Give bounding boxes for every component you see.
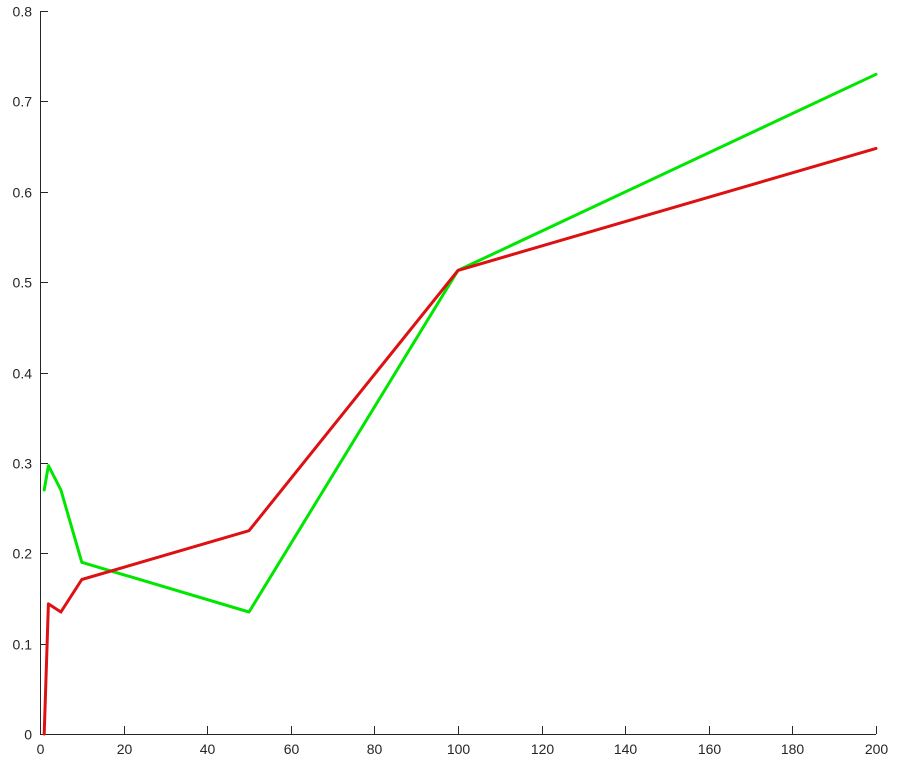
axes — [40, 11, 876, 735]
y-tick-label: 0.7 — [13, 94, 33, 110]
x-tick-label: 200 — [865, 741, 889, 757]
x-tick-label: 60 — [284, 741, 300, 757]
x-tick-label: 0 — [37, 741, 45, 757]
x-tick-label: 100 — [447, 741, 471, 757]
x-tick-label: 40 — [200, 741, 216, 757]
series-line-2 — [42, 146, 878, 736]
y-tick-label: 0.4 — [13, 366, 33, 382]
series-line-1 — [42, 72, 878, 614]
y-tick-label: 0.2 — [13, 546, 33, 562]
x-tick-label: 80 — [367, 741, 383, 757]
x-tick-label: 120 — [531, 741, 555, 757]
y-tick-label: 0.6 — [13, 185, 33, 201]
x-tick-label: 20 — [117, 741, 133, 757]
y-tick-label: 0.3 — [13, 456, 33, 472]
x-tick-label: 160 — [698, 741, 722, 757]
x-tick-label: 140 — [614, 741, 638, 757]
x-axis-ticks: 0 20 40 60 80 100 120 140 160 180 200 — [37, 726, 889, 757]
y-axis-ticks: 0 0.1 0.2 0.3 0.4 0.5 0.6 0.7 0.8 — [13, 4, 48, 743]
plot-series — [42, 72, 878, 736]
y-tick-label: 0.1 — [13, 637, 33, 653]
y-tick-label: 0.5 — [13, 275, 33, 291]
y-tick-label: 0.8 — [13, 4, 33, 20]
x-tick-label: 180 — [781, 741, 805, 757]
y-tick-label: 0 — [24, 727, 32, 743]
